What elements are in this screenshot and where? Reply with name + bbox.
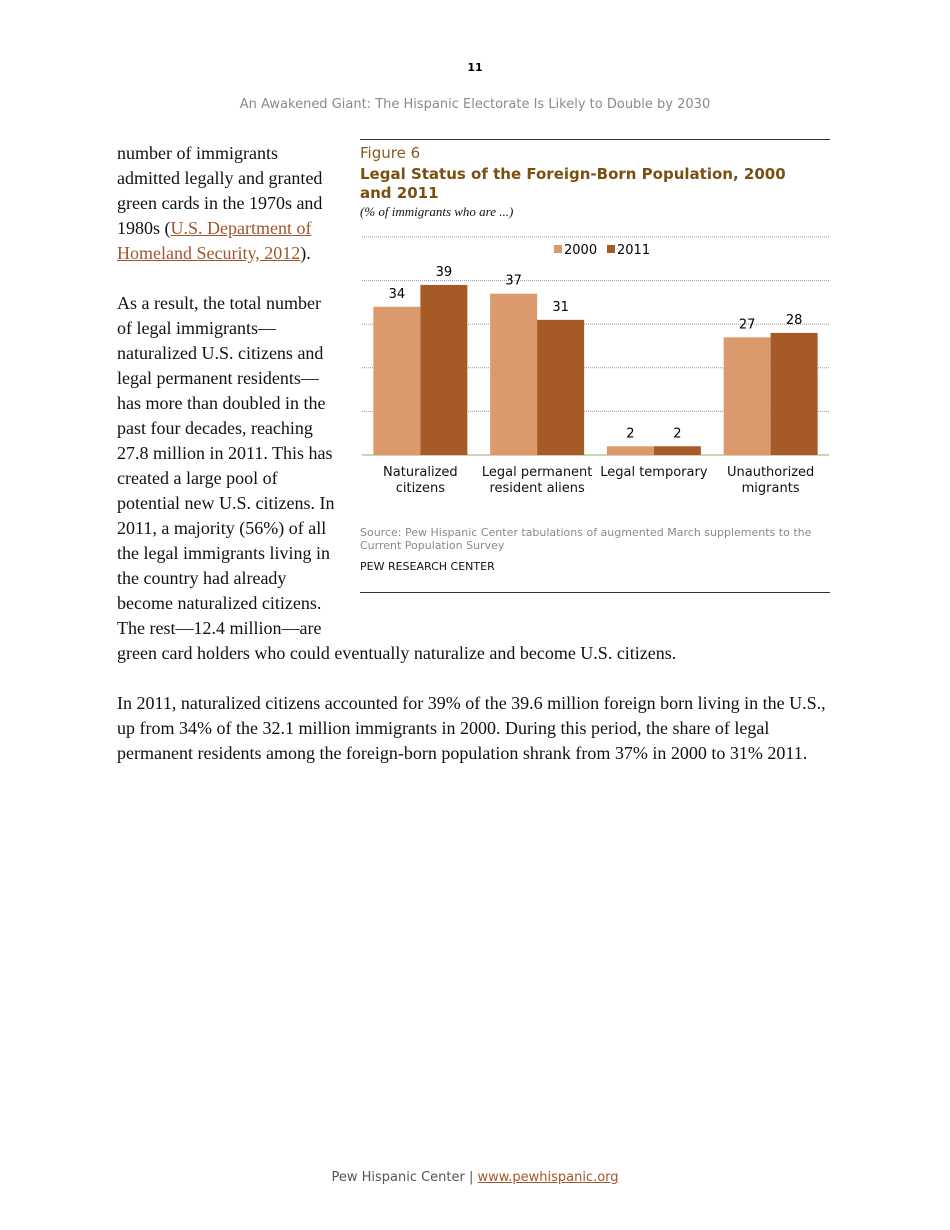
- data-label: 28: [786, 313, 803, 328]
- data-label: 31: [552, 300, 569, 315]
- text: number of immigrants admitted legally an…: [117, 143, 323, 238]
- bar: [537, 319, 585, 455]
- data-label: 2: [626, 426, 634, 441]
- data-label: 2: [673, 426, 681, 441]
- x-tick-label: Naturalized citizens: [383, 465, 458, 496]
- running-header: An Awakened Giant: The Hispanic Electora…: [239, 97, 711, 112]
- legend-label: 2000: [564, 243, 597, 258]
- bar: [723, 337, 771, 455]
- link[interactable]: U.S. Department of Homeland Security, 20…: [117, 218, 312, 263]
- chart: 2000 2011 34 39 37 31 2 2 27 28: [362, 236, 829, 456]
- bar: [490, 293, 538, 455]
- legend-swatch: [554, 245, 562, 253]
- data-label: 34: [389, 287, 406, 302]
- paragraph: In 2011, naturalized citizens accounted …: [117, 693, 826, 763]
- bar: [770, 332, 818, 455]
- x-tick-label: Legal permanent resident aliens: [481, 465, 593, 496]
- rule: [360, 139, 830, 140]
- chart-source: Source: Pew Hispanic Center tabulations …: [360, 526, 812, 552]
- footer: Pew Hispanic Center | www.pewhispanic.or…: [0, 1170, 950, 1185]
- x-tick-label: Unauthorized migrants: [726, 465, 815, 496]
- bar: [420, 284, 468, 455]
- bar: [606, 446, 654, 455]
- rule: [360, 592, 830, 593]
- chart-credit: PEW RESEARCH CENTER: [360, 560, 495, 573]
- chart-title: Legal Status of the Foreign-Born Populat…: [360, 165, 786, 202]
- paragraph: number of immigrants admitted legally an…: [117, 141, 830, 266]
- x-tick-label: Legal temporary: [600, 465, 708, 480]
- legend-swatch: [607, 245, 615, 253]
- data-label: 27: [739, 317, 756, 332]
- paragraph: As a result, the total number of legal i…: [117, 293, 677, 663]
- chart-subtitle: (% of immigrants who are ...): [360, 204, 514, 219]
- page-number: 11: [467, 61, 483, 74]
- footer-text: Pew Hispanic Center |: [331, 1170, 474, 1185]
- legend-label: 2011: [617, 243, 650, 258]
- figure: Figure 6 Legal Status of the Foreign-Bor…: [360, 139, 830, 636]
- data-label: 37: [505, 274, 522, 289]
- body-text: Figure 6 Legal Status of the Foreign-Bor…: [117, 139, 830, 791]
- text: ).: [300, 243, 311, 263]
- data-label: 39: [436, 265, 453, 280]
- figure-label: Figure 6: [360, 144, 421, 162]
- footer-link[interactable]: www.pewhispanic.org: [477, 1170, 619, 1185]
- bar: [653, 446, 701, 455]
- bar: [373, 306, 421, 455]
